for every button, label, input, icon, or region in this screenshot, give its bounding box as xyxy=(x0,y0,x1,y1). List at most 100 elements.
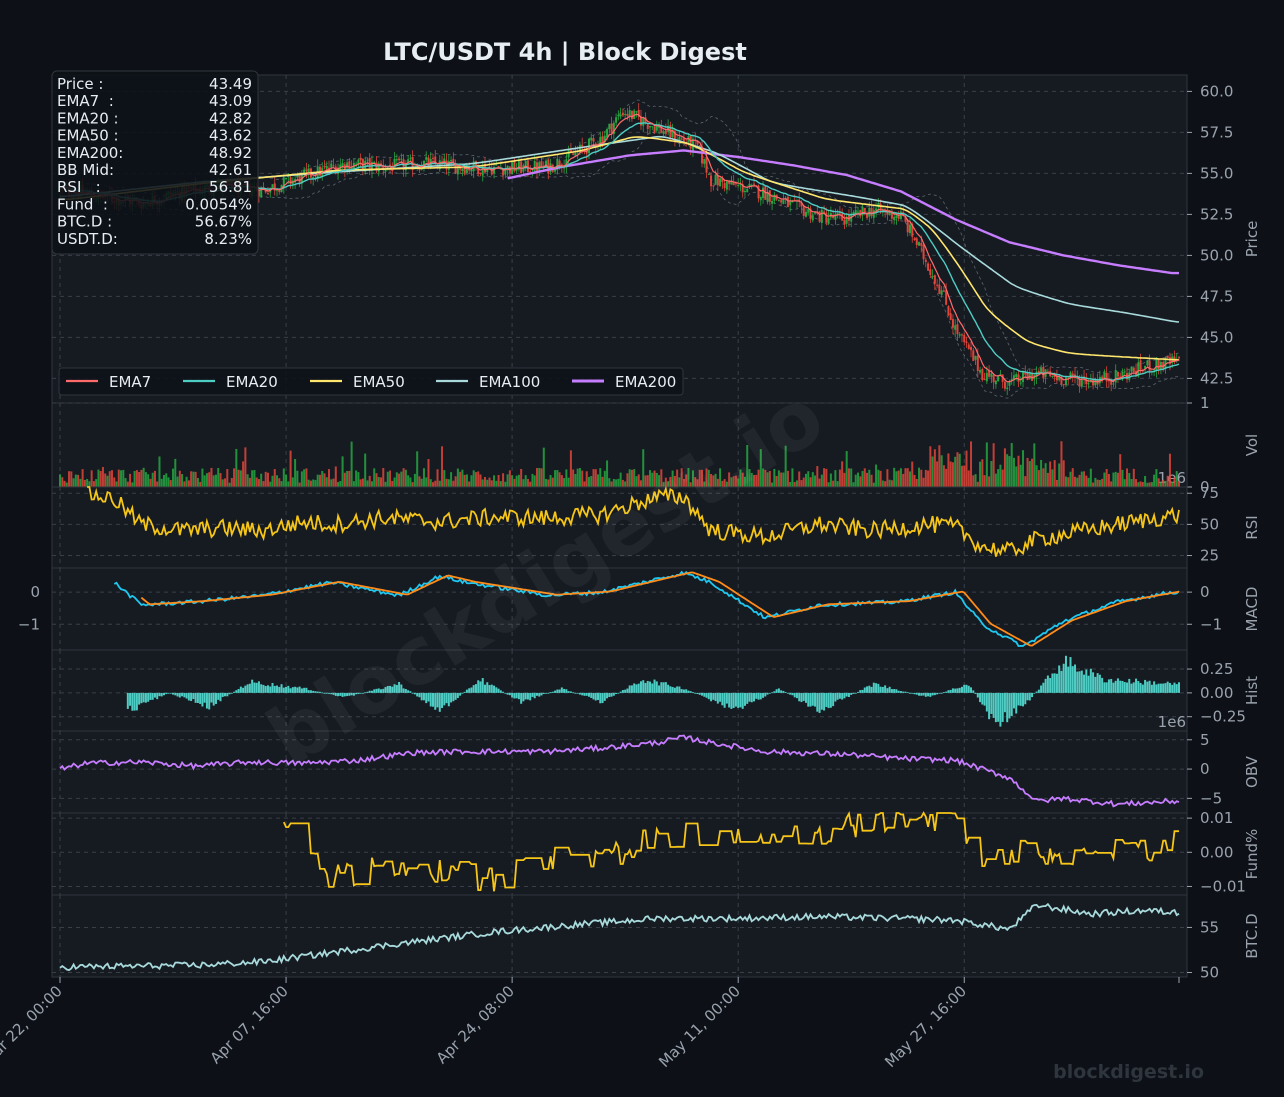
panel-rsi-frame xyxy=(51,486,1188,569)
y-exponent-label: 1e6 xyxy=(1158,713,1186,731)
volume-bar xyxy=(257,479,260,487)
hist-bar xyxy=(1003,692,1006,713)
hist-bar xyxy=(649,681,652,693)
candle-body xyxy=(879,203,882,211)
candle-body xyxy=(486,168,489,173)
volume-bar xyxy=(877,469,880,487)
hist-bar xyxy=(477,680,480,693)
volume-bar xyxy=(90,470,93,487)
volume-bar xyxy=(723,479,726,487)
volume-bar xyxy=(276,475,279,487)
hist-bar xyxy=(974,692,977,694)
hist-bar xyxy=(689,691,692,693)
hist-bar xyxy=(294,686,297,693)
hist-bar xyxy=(495,687,498,693)
volume-bar xyxy=(219,473,222,487)
volume-bar xyxy=(404,469,407,487)
y-tick-label: −0.25 xyxy=(1200,708,1246,726)
hist-bar xyxy=(773,691,776,693)
candle-body xyxy=(938,284,941,294)
candle-body xyxy=(330,163,333,169)
volume-bar xyxy=(1019,464,1022,487)
volume-bar xyxy=(583,481,586,487)
hist-bar xyxy=(979,692,982,703)
hist-bar xyxy=(551,691,554,693)
candle-body xyxy=(696,140,699,145)
volume-bar xyxy=(176,476,179,487)
candle-body xyxy=(1035,371,1038,378)
hist-bar xyxy=(725,692,728,704)
panel-btcd-frame xyxy=(51,894,1188,978)
volume-bar xyxy=(963,465,966,487)
hist-bar xyxy=(988,692,991,720)
hist-bar xyxy=(814,692,817,707)
volume-bar xyxy=(549,475,552,487)
volume-bar xyxy=(834,470,837,487)
candle-body xyxy=(298,174,301,184)
hist-bar xyxy=(861,689,864,693)
volume-bar xyxy=(391,480,394,487)
hist-bar xyxy=(637,683,640,693)
candle-body xyxy=(535,162,538,172)
y-tick-label: −0.01 xyxy=(1200,877,1246,895)
hist-bar xyxy=(703,692,706,697)
volume-bar xyxy=(1162,479,1165,487)
volume-bar xyxy=(95,479,98,487)
hist-bar xyxy=(1062,663,1065,693)
hist-bar xyxy=(1092,672,1095,693)
candle-body xyxy=(499,168,502,170)
hist-bar xyxy=(273,685,276,693)
hist-bar xyxy=(574,692,577,694)
candle-body xyxy=(646,124,649,129)
volume-bar xyxy=(597,474,600,487)
volume-bar xyxy=(766,472,769,487)
hist-bar xyxy=(1110,678,1113,693)
candle-body xyxy=(705,156,708,173)
obv-line xyxy=(59,734,1180,808)
candle-body xyxy=(389,164,392,167)
volume-bar xyxy=(540,468,543,487)
hist-bar xyxy=(1046,675,1049,693)
candle-body xyxy=(1060,376,1063,385)
hist-bar xyxy=(380,689,383,693)
hist-bar xyxy=(732,692,735,708)
hist-bar xyxy=(178,692,181,698)
volume-bar xyxy=(348,470,351,487)
volume-bar xyxy=(687,468,690,487)
candle-body xyxy=(569,148,572,153)
volume-bar xyxy=(366,480,369,487)
hist-bar xyxy=(382,688,385,693)
hist-bar xyxy=(529,692,532,701)
candle-body xyxy=(1055,375,1058,381)
info-label: EMA20 : xyxy=(57,109,119,127)
volume-bar xyxy=(380,477,383,487)
candle-body xyxy=(1080,378,1083,387)
volume-bar xyxy=(1094,477,1097,487)
volume-bar xyxy=(850,468,853,487)
volume-bar xyxy=(1003,448,1006,487)
volume-bar xyxy=(217,468,220,487)
hist-bar xyxy=(655,681,658,693)
volume-bar xyxy=(576,468,579,487)
candle-body xyxy=(913,238,916,240)
volume-bar xyxy=(174,458,177,487)
hist-bar xyxy=(784,692,787,693)
hist-bar xyxy=(757,692,760,700)
hist-bar xyxy=(920,692,923,696)
volume-bar xyxy=(1024,476,1027,487)
volume-bar xyxy=(488,477,491,487)
volume-bar xyxy=(212,475,215,487)
volume-bar xyxy=(479,474,482,487)
candle-body xyxy=(1105,372,1108,382)
volume-bar xyxy=(262,481,265,487)
hist-bar xyxy=(714,692,717,702)
volume-bar xyxy=(703,481,706,487)
hist-bar xyxy=(1035,691,1038,693)
candle-body xyxy=(924,259,927,262)
candle-body xyxy=(899,211,902,220)
volume-bar xyxy=(673,475,676,487)
volume-bar xyxy=(1128,472,1131,487)
hist-bar xyxy=(748,692,751,702)
hist-bar xyxy=(233,691,236,693)
hist-bar xyxy=(1094,676,1097,693)
